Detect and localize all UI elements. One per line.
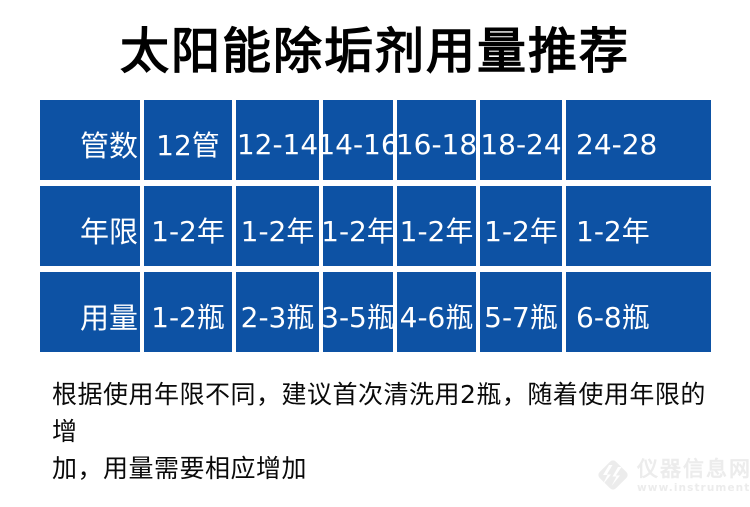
page-title: 太阳能除垢剂用量推荐 — [119, 23, 630, 80]
row-header-tubes: 管数 — [40, 100, 140, 180]
table-cell: 1-2年 — [566, 186, 711, 266]
table-cell: 24-28 — [566, 100, 711, 180]
dosage-table: 管数 12管 12-14 14-16 16-18 18-24 24-28 年限 … — [40, 100, 711, 352]
usage-note: 根据使用年限不同，建议首次清洗用2瓶，随着使用年限的增 加，用量需要相应增加 — [52, 376, 712, 487]
table-cell: 1-2年 — [397, 186, 476, 266]
table-cell: 16-18 — [397, 100, 476, 180]
table-cell: 2-3瓶 — [236, 272, 319, 352]
usage-note-line2: 加，用量需要相应增加 — [52, 454, 308, 483]
row-header-years: 年限 — [40, 186, 140, 266]
table-cell: 14-16 — [323, 100, 393, 180]
table-cell: 5-7瓶 — [480, 272, 562, 352]
table-cell: 6-8瓶 — [566, 272, 711, 352]
table-cell: 12-14 — [236, 100, 319, 180]
table-cell: 18-24 — [480, 100, 562, 180]
table-cell: 4-6瓶 — [397, 272, 476, 352]
usage-note-line1: 根据使用年限不同，建议首次清洗用2瓶，随着使用年限的增 — [52, 380, 706, 446]
table-cell: 12管 — [144, 100, 232, 180]
table-cell: 1-2瓶 — [144, 272, 232, 352]
table-cell: 1-2年 — [323, 186, 393, 266]
table-cell: 3-5瓶 — [323, 272, 393, 352]
table-cell: 1-2年 — [144, 186, 232, 266]
table-cell: 1-2年 — [236, 186, 319, 266]
watermark-site-name: 仪器信息网 — [637, 456, 750, 481]
watermark-text: 仪器信息网 www.instrument.com.cn — [637, 457, 750, 494]
row-header-dosage: 用量 — [40, 272, 140, 352]
site-watermark: 仪器信息网 www.instrument.com.cn — [594, 452, 750, 498]
table-cell: 1-2年 — [480, 186, 562, 266]
diamond-lightning-logo-icon — [598, 460, 628, 490]
watermark-site-url: www.instrument.com.cn — [637, 481, 750, 494]
